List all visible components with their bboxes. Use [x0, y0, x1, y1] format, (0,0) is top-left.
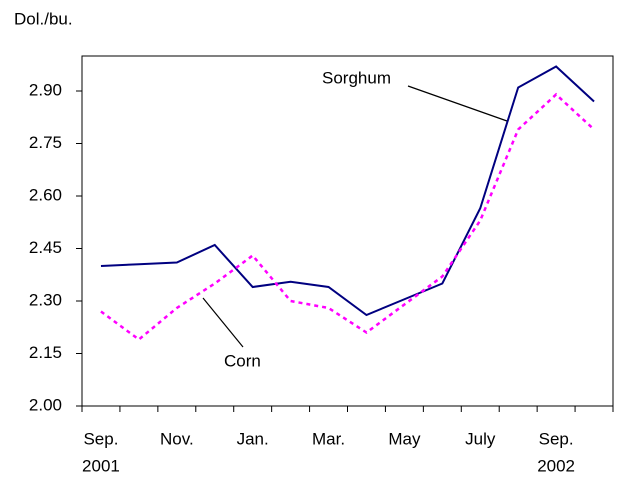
y-tick-label: 2.00: [29, 395, 62, 414]
series-annotation: Sorghum: [322, 68, 391, 87]
y-tick-label: 2.30: [29, 290, 62, 309]
y-tick-label: 2.75: [29, 133, 62, 152]
y-tick-label: 2.60: [29, 185, 62, 204]
series-annotation: Corn: [224, 351, 261, 370]
x-tick-label: May: [388, 429, 421, 448]
leader-line: [202, 297, 244, 348]
leader-line: [407, 85, 508, 122]
series-line: [100, 65, 595, 317]
x-tick-label: Sep.: [539, 429, 574, 448]
x-tick-label: Nov.: [160, 429, 194, 448]
x-tick-label: July: [465, 429, 496, 448]
y-tick-label: 2.90: [29, 80, 62, 99]
x-tick-label: Mar.: [312, 429, 345, 448]
y-axis-label: Dol./bu.: [14, 9, 73, 28]
plot-frame: [81, 55, 614, 407]
x-tick-year: 2002: [537, 456, 575, 475]
x-tick-year: 2001: [82, 456, 120, 475]
y-tick-label: 2.45: [29, 238, 62, 257]
series-line: [100, 92, 595, 342]
y-tick-label: 2.15: [29, 343, 62, 362]
x-tick-label: Jan.: [237, 429, 269, 448]
x-tick-label: Sep.: [83, 429, 118, 448]
